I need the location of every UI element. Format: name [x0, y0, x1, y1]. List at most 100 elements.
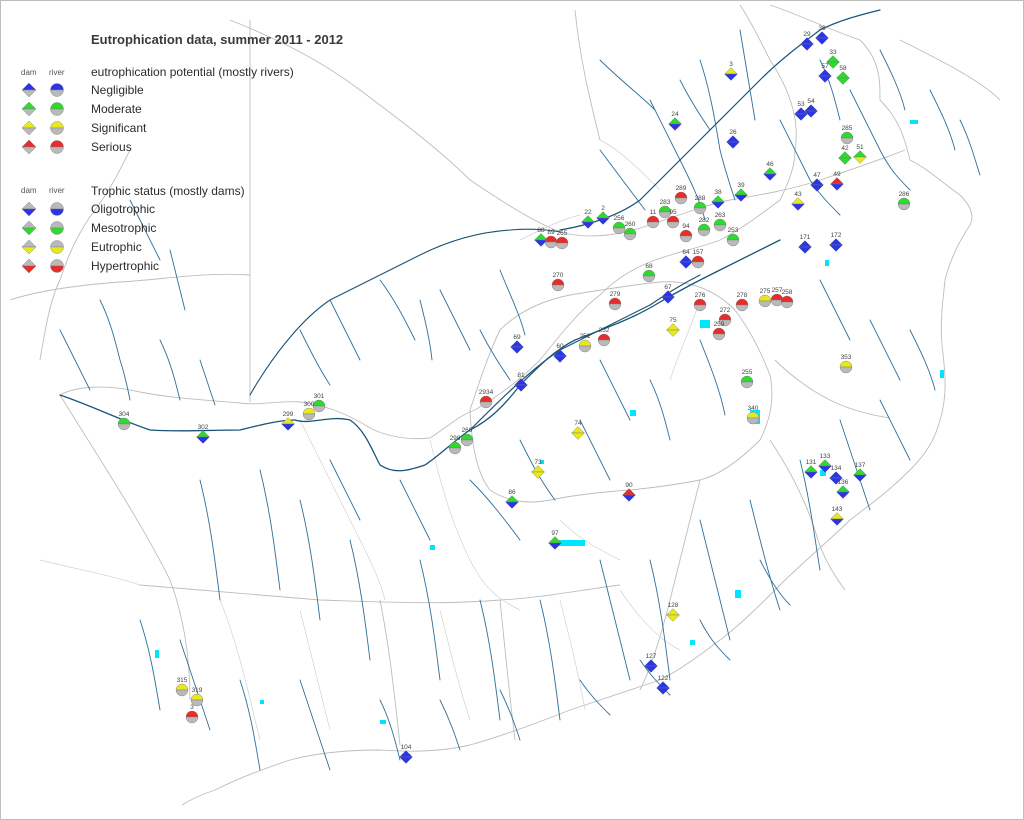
site-marker-81[interactable]: 81 [514, 372, 528, 392]
site-marker-127[interactable]: 127 [644, 653, 658, 673]
site-marker-304[interactable]: 304 [117, 411, 131, 431]
site-label: 39 [737, 182, 745, 189]
site-marker-57[interactable]: 57 [818, 63, 832, 83]
site-marker-3[interactable]: 3 [724, 61, 738, 81]
site-marker-315[interactable]: 315 [175, 677, 189, 697]
site-marker-279[interactable]: 279 [608, 291, 622, 311]
site-marker-38[interactable]: 38 [711, 189, 725, 209]
site-label: 258 [782, 289, 793, 296]
site-marker-39[interactable]: 39 [734, 182, 748, 202]
site-label: 171 [800, 234, 811, 241]
site-marker-67[interactable]: 67 [661, 284, 675, 304]
site-label: 24 [671, 111, 679, 118]
site-marker-340[interactable]: 340 [746, 405, 760, 425]
site-marker-2[interactable]: 2 [596, 205, 610, 225]
site-marker-282[interactable]: 282 [697, 217, 711, 237]
site-marker-260[interactable]: 260 [623, 221, 637, 241]
site-label: 134 [831, 465, 842, 472]
site-marker-256[interactable]: 256 [612, 215, 626, 235]
site-marker-266[interactable]: 266 [460, 427, 474, 447]
site-marker-94[interactable]: 94 [679, 223, 693, 243]
site-marker-122[interactable]: 122 [656, 675, 670, 695]
site-marker-46[interactable]: 46 [763, 161, 777, 181]
site-marker-64[interactable]: 64 [679, 249, 693, 269]
site-marker-68[interactable]: 68 [642, 263, 656, 283]
site-marker-33[interactable]: 33 [826, 49, 840, 69]
site-marker-53[interactable]: 53 [794, 101, 808, 121]
site-marker-133[interactable]: 133 [818, 453, 832, 473]
legend-item-serious: Serious [21, 139, 132, 155]
site-marker-270[interactable]: 270 [551, 272, 565, 292]
site-marker-89[interactable]: 89 [544, 229, 558, 249]
site-marker-259[interactable]: 259 [712, 321, 726, 341]
legend-dam-symbol [21, 258, 37, 274]
site-marker-90[interactable]: 90 [622, 482, 636, 502]
site-marker-36[interactable]: 36 [815, 25, 829, 45]
legend-dam-symbol [21, 220, 37, 236]
site-marker-11[interactable]: 11 [646, 209, 660, 229]
site-marker-289[interactable]: 289 [674, 185, 688, 205]
site-label: 54 [807, 98, 815, 105]
site-marker-3[interactable]: 3 [185, 704, 199, 724]
site-marker-278[interactable]: 278 [735, 292, 749, 312]
site-marker-75[interactable]: 75 [666, 317, 680, 337]
site-marker-286[interactable]: 286 [897, 191, 911, 211]
site-marker-285[interactable]: 285 [840, 125, 854, 145]
site-marker-49[interactable]: 49 [830, 171, 844, 191]
site-marker-24[interactable]: 24 [668, 111, 682, 131]
site-marker-58[interactable]: 58 [836, 65, 850, 85]
site-marker-42[interactable]: 42 [838, 145, 852, 165]
site-marker-26[interactable]: 26 [726, 129, 740, 149]
site-marker-300[interactable]: 300 [302, 401, 316, 421]
site-marker-74[interactable]: 74 [571, 420, 585, 440]
legend-potential-items: Negligible Moderate Significant Serious [21, 82, 147, 155]
legend-river-symbol [50, 221, 64, 235]
site-marker-272[interactable]: 272 [718, 307, 732, 327]
site-marker-60[interactable]: 60 [553, 343, 567, 363]
site-marker-276[interactable]: 276 [693, 292, 707, 312]
site-marker-143[interactable]: 143 [830, 506, 844, 526]
site-marker-252[interactable]: 252 [597, 327, 611, 347]
site-marker-253[interactable]: 253 [726, 227, 740, 247]
site-marker-301[interactable]: 301 [312, 393, 326, 413]
site-marker-2934[interactable]: 2934 [479, 389, 494, 409]
site-marker-95[interactable]: 95 [666, 209, 680, 229]
site-marker-265[interactable]: 265 [555, 230, 569, 250]
site-marker-54[interactable]: 54 [804, 98, 818, 118]
site-marker-275[interactable]: 275 [758, 288, 772, 308]
site-marker-134[interactable]: 134 [829, 465, 843, 485]
site-marker-22[interactable]: 22 [581, 209, 595, 229]
site-marker-298[interactable]: 298 [448, 435, 462, 455]
site-marker-157[interactable]: 157 [691, 249, 705, 269]
site-marker-255[interactable]: 255 [740, 369, 754, 389]
site-marker-353[interactable]: 353 [839, 354, 853, 374]
site-marker-172[interactable]: 172 [829, 232, 843, 252]
site-marker-51[interactable]: 51 [853, 144, 867, 164]
site-label: 33 [829, 49, 837, 56]
site-marker-47[interactable]: 47 [810, 172, 824, 192]
site-marker-73[interactable]: 73 [531, 459, 545, 479]
site-marker-258[interactable]: 258 [780, 289, 794, 309]
site-marker-128[interactable]: 128 [666, 602, 680, 622]
site-marker-319[interactable]: 319 [190, 687, 204, 707]
site-marker-299[interactable]: 299 [281, 411, 295, 431]
site-marker-136[interactable]: 136 [836, 479, 850, 499]
legend-river-symbol [50, 102, 64, 116]
site-marker-104[interactable]: 104 [399, 744, 413, 764]
site-marker-69[interactable]: 69 [510, 334, 524, 354]
site-marker-288[interactable]: 288 [693, 195, 707, 215]
province-line-cape [59, 394, 621, 746]
site-marker-251[interactable]: 251 [578, 333, 592, 353]
site-marker-43[interactable]: 43 [791, 191, 805, 211]
site-marker-97[interactable]: 97 [548, 530, 562, 550]
site-marker-302[interactable]: 302 [196, 424, 210, 444]
site-marker-86[interactable]: 86 [505, 489, 519, 509]
site-marker-171[interactable]: 171 [798, 234, 812, 254]
site-marker-131[interactable]: 131 [804, 459, 818, 479]
northern-tributaries [599, 29, 981, 221]
site-marker-137[interactable]: 137 [853, 462, 867, 482]
site-marker-29[interactable]: 29 [800, 31, 814, 51]
site-marker-263[interactable]: 263 [713, 212, 727, 232]
site-marker-88[interactable]: 88 [534, 227, 548, 247]
site-marker-283[interactable]: 283 [658, 199, 672, 219]
